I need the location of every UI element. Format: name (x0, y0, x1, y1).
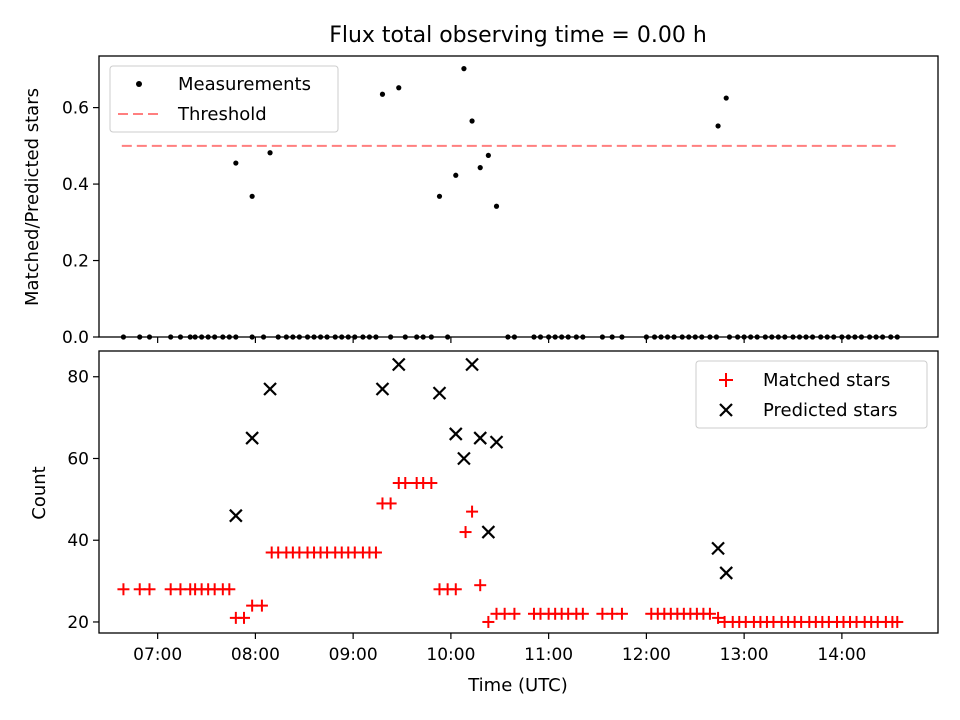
predicted-star-point (432, 386, 447, 400)
predicted-star-point (229, 508, 243, 523)
bottom-y-axis-label: Count (29, 466, 50, 519)
x-tick-label: 08:00 (231, 645, 280, 665)
predicted-star-point (263, 382, 277, 396)
matched-star-point (399, 477, 412, 490)
bottom-legend: Matched stars Predicted stars (695, 360, 928, 429)
bottom-y-tick-label: 20 (67, 613, 89, 633)
predicted-star-point (375, 382, 390, 396)
bottom-legend-frame (695, 360, 928, 429)
legend-predicted-marker (719, 403, 733, 417)
x-tick-label: 13:00 (720, 645, 769, 665)
matched-star-point (117, 583, 130, 596)
measurement-point (493, 203, 500, 209)
predicted-star-point (473, 431, 487, 445)
top-legend-frame (109, 65, 339, 133)
bottom-panel: 20 40 60 80 07:00 08:00 09:00 10:00 11:00 12:00 13… (29, 350, 939, 696)
measurement-point (249, 193, 255, 199)
matched-star-point (425, 477, 438, 490)
x-tick-label: 10:00 (426, 645, 475, 665)
top-legend: Measurements Threshold (109, 65, 339, 133)
predicted-star-point (489, 435, 504, 449)
top-panel: 0.0 0.2 0.4 0.6 Matched/Predicted stars Mea… (22, 55, 939, 348)
bottom-axes-frame (98, 350, 939, 634)
measurement-point (715, 123, 721, 129)
legend-matched-label: Matched stars (763, 370, 890, 391)
top-y-axis-label: Matched/Predicted stars (22, 88, 43, 306)
measurement-point (461, 66, 467, 72)
predicted-star-point (481, 525, 496, 539)
measurement-point (267, 150, 273, 156)
measurement-point (723, 95, 729, 101)
predicted-star-point (465, 357, 479, 372)
chart-title: Flux total observing time = 0.00 h (329, 23, 707, 48)
matched-star-point (223, 583, 236, 596)
measurement-point (379, 91, 386, 97)
top-y-tick-label: 0.2 (62, 252, 89, 272)
matched-star-point (712, 611, 725, 624)
predicted-star-point (449, 427, 463, 441)
measurement-point (233, 160, 239, 166)
x-tick-label: 14:00 (817, 645, 866, 665)
matched-star-point (459, 526, 472, 539)
measurement-point (477, 165, 483, 171)
top-axes-frame (98, 55, 939, 338)
top-y-tick-label: 0.6 (62, 99, 89, 119)
matched-star-point (482, 615, 495, 628)
predicted-star-point (245, 431, 259, 445)
matched-star-point (891, 615, 904, 628)
predicted-star-point (391, 357, 406, 372)
matched-star-point (474, 579, 487, 592)
predicted-star-point (719, 566, 733, 580)
matched-star-point (143, 583, 156, 596)
bottom-y-tick-label: 40 (67, 531, 89, 551)
x-tick-label: 11:00 (524, 645, 573, 665)
matched-star-point (255, 599, 268, 612)
predicted-star-point (711, 541, 725, 556)
x-tick-label: 12:00 (622, 645, 671, 665)
legend-predicted-label: Predicted stars (763, 400, 897, 421)
legend-measurements-marker (136, 81, 142, 87)
measurement-point (485, 152, 491, 159)
x-tick-label: 09:00 (329, 645, 378, 665)
measurement-point (469, 118, 475, 124)
predicted-star-point (457, 451, 471, 466)
matched-star-point (369, 546, 382, 559)
measurement-point (396, 85, 402, 91)
bottom-y-tick-label: 80 (67, 368, 89, 388)
matched-star-point (466, 505, 479, 518)
matched-star-point (384, 497, 397, 510)
measurement-point (436, 193, 443, 199)
x-tick-label: 07:00 (133, 645, 182, 665)
matched-star-point (237, 611, 250, 624)
legend-matched-marker (719, 373, 733, 387)
matched-star-point (576, 607, 589, 620)
top-y-tick-label: 0.4 (62, 175, 89, 195)
legend-measurements-label: Measurements (178, 74, 311, 95)
measurement-point (453, 172, 459, 178)
matched-star-point (449, 583, 462, 596)
matched-star-point (508, 607, 521, 620)
top-y-tick-label: 0.0 (62, 328, 89, 348)
matched-star-point (615, 607, 628, 620)
bottom-y-tick-label: 60 (67, 449, 89, 469)
legend-threshold-label: Threshold (177, 104, 267, 125)
matched-star-point (703, 607, 716, 620)
x-axis-label: Time (UTC) (467, 675, 568, 696)
